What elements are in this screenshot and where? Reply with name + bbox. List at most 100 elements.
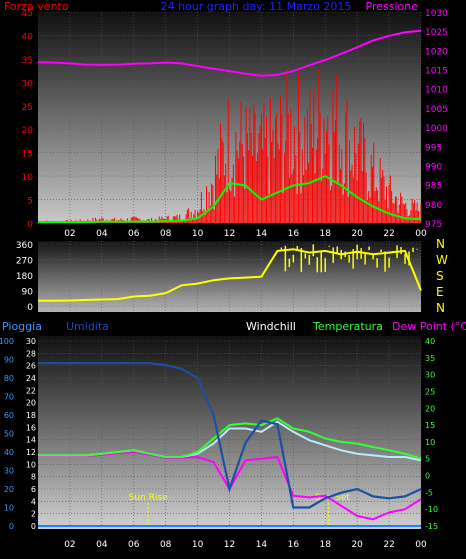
pressure-tick-label: 990 [425, 162, 442, 172]
rain-tick-label: 30 [26, 337, 36, 346]
x-tick-label: 08 [160, 540, 172, 550]
direction-tick-label: 360 [16, 241, 33, 251]
legend-dewpoint: Dew Point (°C) [392, 320, 466, 333]
temperature-x-ticks: 02 04 06 08 10 12 14 16 18 20 22 00 [64, 540, 427, 550]
pressure-tick-label: 1015 [425, 67, 448, 77]
temperature-tick-label: 15 [425, 421, 435, 430]
pressure-right-ticks: 975 980 985 990 995 1000 1005 1010 1015 1020 1025 1… [425, 9, 448, 230]
humidity-line [38, 362, 422, 509]
temperature-tick-label: 20 [425, 404, 435, 413]
humidity-tick-label: 0 [9, 522, 14, 531]
temperature-tick-label: 40 [425, 337, 435, 346]
direction-tick-label: 180 [16, 272, 33, 282]
compass-label: S [436, 269, 444, 283]
x-tick-label: 02 [64, 540, 75, 550]
x-tick-label: 22 [383, 229, 394, 239]
pressure-tick-label: 1025 [425, 28, 448, 38]
rain-tick-label: 14 [26, 436, 36, 445]
direction-tick-label: 90 [22, 288, 34, 298]
pressure-tick-label: 995 [425, 143, 442, 153]
rain-tick-label: 6 [31, 485, 36, 494]
pressure-tick-label: 975 [425, 220, 442, 230]
temperature-line [38, 417, 422, 460]
pressure-tick-label: 1005 [425, 105, 448, 115]
x-tick-label: 18 [320, 229, 332, 239]
pressure-tick-label: 1000 [425, 124, 448, 134]
pressure-tick-label: 980 [425, 201, 442, 211]
x-tick-label: 12 [224, 540, 235, 550]
pressure-axis-label: Pressione [366, 0, 419, 13]
pressure-series [37, 29, 422, 77]
graph-title: 24 hour graph day: 11 Marzo 2015 [161, 0, 352, 13]
humidity-tick-label: 90 [4, 356, 14, 365]
humidity-tick-label: 100 [0, 337, 14, 346]
wind-tick-label: 45 [22, 9, 33, 19]
humidity-ticks: 0 10 20 30 40 50 60 70 80 90 100 [0, 337, 14, 531]
rain-tick-label: 18 [26, 411, 36, 420]
sunrise-label: Sun Rise [129, 493, 168, 503]
wind-tick-label: 5 [27, 197, 33, 207]
x-tick-label: 10 [192, 540, 204, 550]
wind-tick-label: 15 [22, 150, 33, 160]
pressure-line [37, 29, 422, 77]
temperature-tick-label: -10 [425, 505, 438, 514]
wind-axis-label: Forza vento [4, 0, 69, 13]
humidity-tick-label: 70 [4, 393, 14, 402]
rain-tick-label: 0 [31, 522, 36, 531]
rain-tick-label: 28 [26, 349, 36, 358]
rain-tick-label: 20 [26, 399, 36, 408]
rain-tick-label: 22 [26, 386, 36, 395]
rain-tick-label: 8 [31, 473, 36, 482]
gust-line [38, 174, 422, 224]
x-tick-label: 12 [224, 229, 235, 239]
direction-grid [38, 241, 422, 312]
pressure-tick-label: 1020 [425, 47, 448, 57]
humidity-tick-label: 30 [4, 467, 14, 476]
wind-tick-label: 0 [27, 220, 33, 230]
humidity-tick-label: 20 [4, 485, 14, 494]
compass-label: E [436, 285, 444, 299]
gust-average-series [38, 174, 422, 224]
x-tick-label: 00 [415, 229, 427, 239]
wind-series [37, 69, 422, 223]
x-tick-label: 06 [128, 540, 140, 550]
temperature-tick-label: 30 [425, 371, 435, 380]
compass-label: N [436, 301, 445, 315]
wind-tick-label: 40 [22, 32, 34, 42]
legend-rain: Pioggia [2, 320, 42, 333]
rain-tick-label: 4 [31, 497, 36, 506]
sun-markers: Sun Rise Sun Set [129, 493, 350, 526]
rain-tick-label: 12 [26, 448, 36, 457]
x-tick-label: 08 [160, 229, 172, 239]
x-tick-label: 06 [128, 229, 140, 239]
x-tick-label: 14 [256, 229, 268, 239]
compass-label: W [436, 253, 448, 267]
pressure-tick-label: 1030 [425, 9, 448, 19]
temperature-tick-label: -15 [425, 522, 438, 531]
x-tick-label: 16 [288, 540, 300, 550]
wind-tick-label: 10 [22, 173, 34, 183]
humidity-tick-label: 60 [4, 411, 14, 420]
pressure-tick-label: 985 [425, 182, 442, 192]
wind-left-ticks: 0 5 10 15 20 25 30 35 40 45 [22, 9, 34, 230]
x-tick-label: 04 [96, 229, 108, 239]
legend-windchill: Windchill [246, 320, 296, 333]
sunset-label: Sun Set [315, 493, 350, 503]
humidity-tick-label: 80 [4, 374, 14, 383]
rain-tick-label: 24 [26, 374, 36, 383]
humidity-tick-label: 50 [4, 430, 14, 439]
temperature-series [38, 362, 422, 527]
temperature-ticks: -15 -10 -5 0 5 10 15 20 25 30 35 40 [425, 337, 438, 531]
x-tick-label: 20 [351, 229, 363, 239]
direction-tick-label: 270 [16, 257, 33, 267]
temperature-tick-label: 35 [425, 354, 435, 363]
x-tick-label: 18 [320, 540, 332, 550]
wind-tick-label: 35 [22, 56, 33, 66]
temperature-tick-label: 25 [425, 387, 435, 396]
